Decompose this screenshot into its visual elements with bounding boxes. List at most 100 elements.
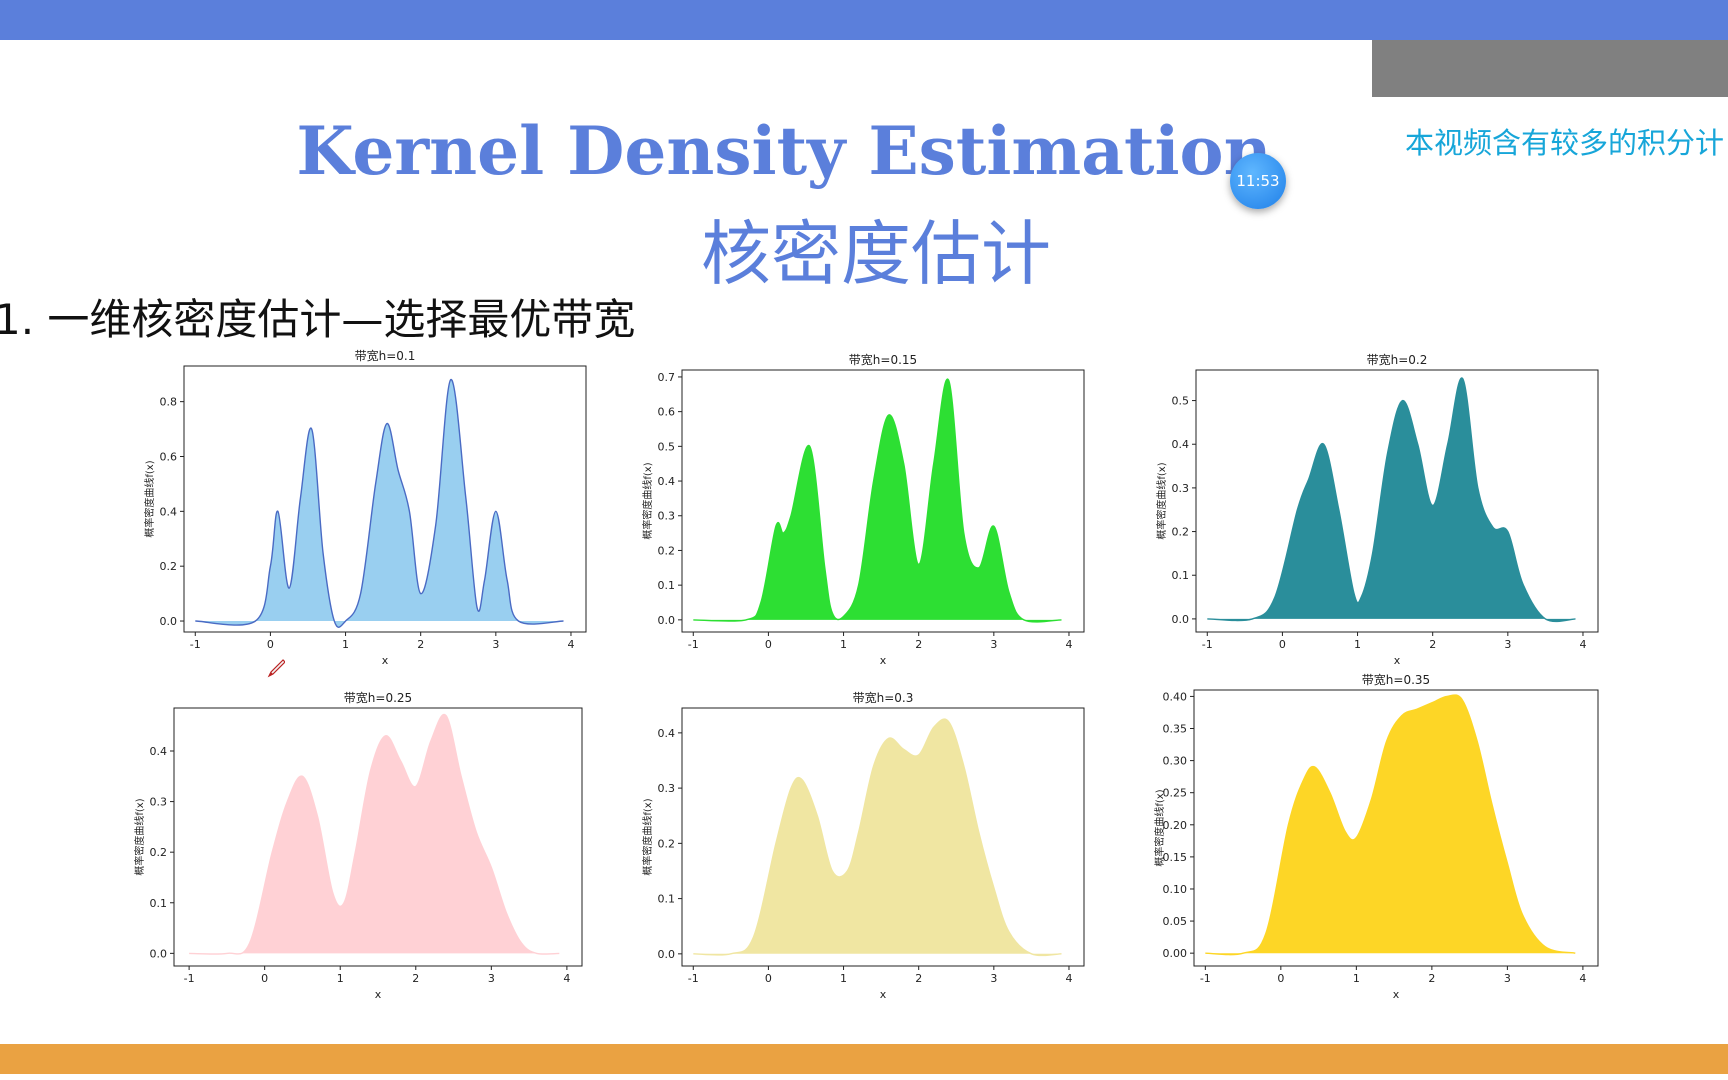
y-tick-label: 0.20 bbox=[1163, 819, 1188, 832]
chart-title: 带宽h=0.15 bbox=[849, 352, 917, 367]
x-tick-label: 4 bbox=[563, 972, 570, 985]
x-tick-label: 1 bbox=[337, 972, 344, 985]
plot-frame bbox=[681, 707, 1085, 967]
x-tick-label: 4 bbox=[1579, 972, 1586, 985]
y-tick-label: 0.2 bbox=[658, 544, 676, 557]
y-tick-label: 0.4 bbox=[658, 475, 676, 488]
y-tick-label: 0.15 bbox=[1163, 851, 1188, 864]
y-tick-label: 0.30 bbox=[1163, 755, 1188, 768]
y-tick-label: 0.4 bbox=[1172, 438, 1190, 451]
x-tick-label: 0 bbox=[765, 638, 772, 651]
x-tick-label: 4 bbox=[1065, 638, 1072, 651]
density-area bbox=[189, 714, 560, 955]
plot-frame bbox=[681, 369, 1085, 633]
y-tick-label: 0.8 bbox=[160, 396, 178, 409]
kde-chart-h025: 带宽h=0.25 0.0 0.1 0.2 0.3 0.4 -1 0 1 2 3 4 x 概率密度曲线f(x… bbox=[130, 688, 590, 1006]
kde-chart-h03: 带宽h=0.3 0.0 0.1 0.2 0.3 0.4 -1 0 1 2 3 4 x 概率密度曲线f(x) bbox=[638, 688, 1092, 1006]
chart-svg: 带宽h=0.1 0.0 0.2 0.4 0.6 0.8 -1 0 1 2 3 4 x 概率密度曲线f(x) bbox=[143, 348, 587, 667]
density-curve bbox=[1207, 377, 1576, 623]
video-notice-text: 本视频含有较多的积分计 bbox=[1405, 126, 1725, 160]
y-tick-label: 0.10 bbox=[1163, 883, 1188, 896]
y-tick-label: 0.5 bbox=[1172, 395, 1190, 408]
y-axis-label: 概率密度曲线f(x) bbox=[143, 460, 156, 537]
x-tick-label: 0 bbox=[261, 972, 268, 985]
chart-svg: 带宽h=0.2 0.0 0.1 0.2 0.3 0.4 0.5 -1 0 1 2 3 4 x 概率密度曲线f… bbox=[1155, 352, 1599, 667]
y-tick-label: 0.35 bbox=[1163, 723, 1188, 736]
density-curve bbox=[189, 713, 560, 955]
chart-svg: 带宽h=0.15 0.0 0.1 0.2 0.3 0.4 0.5 0.6 0.7 -1 0 1 2 3 4 x… bbox=[641, 352, 1085, 667]
y-tick-label: 0.3 bbox=[658, 510, 676, 523]
x-tick-label: 1 bbox=[342, 638, 349, 651]
chart-title: 带宽h=0.35 bbox=[1362, 672, 1430, 687]
y-tick-label: 0.6 bbox=[658, 406, 676, 419]
y-tick-label: 0.05 bbox=[1163, 915, 1188, 928]
x-tick-label: 2 bbox=[412, 972, 419, 985]
density-area bbox=[1207, 378, 1576, 622]
x-tick-label: 0 bbox=[1277, 972, 1284, 985]
x-axis-label: x bbox=[880, 654, 887, 667]
x-tick-label: -1 bbox=[184, 972, 195, 985]
y-tick-label: 0.2 bbox=[1172, 526, 1190, 539]
x-tick-label: 2 bbox=[1429, 638, 1436, 651]
y-tick-label: 0.1 bbox=[658, 579, 676, 592]
x-axis-label: x bbox=[1394, 654, 1401, 667]
pen-cursor-icon bbox=[267, 659, 285, 678]
kde-chart-h015: 带宽h=0.15 0.0 0.1 0.2 0.3 0.4 0.5 0.6 0.7 -1 0 1 2 3 4 x… bbox=[638, 350, 1092, 672]
y-tick-label: 0.6 bbox=[160, 450, 178, 463]
x-tick-label: -1 bbox=[688, 638, 699, 651]
x-tick-label: -1 bbox=[1200, 972, 1211, 985]
plot-frame bbox=[1195, 369, 1599, 633]
section-heading: 1. 一维核密度估计—选择最优带宽 bbox=[0, 295, 636, 344]
x-axis-label: x bbox=[382, 654, 389, 667]
playback-time-badge[interactable]: 11:53 bbox=[1230, 153, 1286, 209]
slide-title-chinese: 核密度估计 bbox=[701, 213, 1051, 295]
y-tick-label: 0.0 bbox=[658, 948, 676, 961]
x-tick-label: 3 bbox=[990, 638, 997, 651]
slide-title-english: Kernel Density Estimation bbox=[296, 112, 1272, 190]
x-tick-label: 1 bbox=[1353, 972, 1360, 985]
x-tick-label: 1 bbox=[840, 638, 847, 651]
y-tick-label: 0.2 bbox=[150, 846, 168, 859]
x-tick-label: 1 bbox=[1354, 638, 1361, 651]
chart-svg: 带宽h=0.35 0.00 0.05 0.10 0.15 0.20 0.25 0.30 0.35… bbox=[1153, 672, 1599, 1001]
chart-svg: 带宽h=0.3 0.0 0.1 0.2 0.3 0.4 -1 0 1 2 3 4 x 概率密度曲线f(x) bbox=[641, 690, 1085, 1001]
y-tick-label: 0.1 bbox=[658, 893, 676, 906]
y-tick-label: 0.7 bbox=[658, 371, 676, 384]
y-tick-label: 0.3 bbox=[1172, 482, 1190, 495]
y-axis-label: 概率密度曲线f(x) bbox=[1153, 789, 1166, 866]
density-curve bbox=[693, 378, 1062, 623]
x-tick-label: 2 bbox=[1428, 972, 1435, 985]
x-tick-label: 1 bbox=[840, 972, 847, 985]
density-area bbox=[693, 719, 1062, 956]
y-tick-label: 0.0 bbox=[160, 615, 178, 628]
y-tick-label: 0.4 bbox=[160, 505, 178, 518]
y-axis-label: 概率密度曲线f(x) bbox=[641, 462, 654, 539]
x-tick-label: -1 bbox=[1202, 638, 1213, 651]
y-tick-label: 0.3 bbox=[658, 782, 676, 795]
top-banner bbox=[0, 0, 1728, 40]
x-tick-label: 4 bbox=[567, 638, 574, 651]
y-tick-label: 0.0 bbox=[150, 947, 168, 960]
y-tick-label: 0.5 bbox=[658, 440, 676, 453]
plot-frame bbox=[183, 365, 587, 633]
x-tick-label: 2 bbox=[915, 638, 922, 651]
y-tick-label: 0.4 bbox=[658, 727, 676, 740]
y-axis-label: 概率密度曲线f(x) bbox=[133, 798, 146, 875]
x-axis-label: x bbox=[1393, 988, 1400, 1001]
kde-chart-h035: 带宽h=0.35 0.00 0.05 0.10 0.15 0.20 0.25 0.30 0.35… bbox=[1150, 670, 1606, 1006]
gray-header-block bbox=[1372, 40, 1728, 97]
y-tick-label: 0.2 bbox=[160, 560, 178, 573]
y-tick-label: 0.3 bbox=[150, 796, 168, 809]
density-curve bbox=[1205, 694, 1576, 956]
y-tick-label: 0.1 bbox=[1172, 569, 1190, 582]
y-tick-label: 0.0 bbox=[1172, 613, 1190, 626]
y-tick-label: 0.2 bbox=[658, 837, 676, 850]
x-tick-label: 2 bbox=[915, 972, 922, 985]
x-tick-label: 0 bbox=[765, 972, 772, 985]
kde-chart-h01: 带宽h=0.1 0.0 0.2 0.4 0.6 0.8 -1 0 1 2 3 4 x 概率密度曲线f(x) bbox=[140, 346, 594, 672]
x-tick-label: 3 bbox=[1504, 638, 1511, 651]
y-tick-label: 0.1 bbox=[150, 897, 168, 910]
chart-title: 带宽h=0.3 bbox=[853, 690, 914, 705]
x-tick-label: 2 bbox=[417, 638, 424, 651]
density-curve bbox=[693, 718, 1062, 957]
